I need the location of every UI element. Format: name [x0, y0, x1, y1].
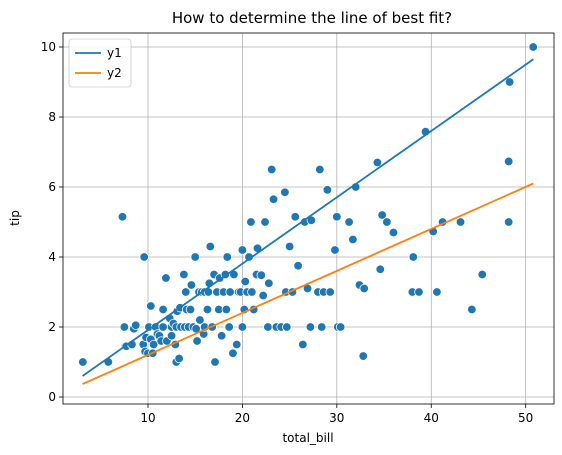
data-point	[225, 287, 235, 297]
data-point	[260, 217, 270, 227]
data-point	[358, 351, 368, 361]
data-point	[195, 315, 205, 325]
legend-box	[68, 38, 132, 88]
y-tick-label: 10	[41, 40, 56, 54]
data-point	[240, 276, 250, 287]
data-point	[325, 287, 335, 297]
y-axis-ticks: 0 2 4 6 8 10	[41, 40, 63, 404]
data-point	[455, 217, 466, 227]
data-point	[305, 322, 316, 332]
x-tick-label: 40	[424, 411, 439, 425]
data-point	[344, 217, 354, 227]
data-point	[232, 339, 242, 350]
data-point	[161, 273, 171, 283]
data-point	[359, 283, 369, 294]
data-point	[174, 353, 184, 364]
fit-line-y1	[82, 58, 534, 377]
x-tick-label: 20	[235, 411, 250, 425]
data-point	[205, 241, 215, 252]
data-point	[282, 322, 292, 332]
data-point	[192, 336, 202, 346]
data-point	[258, 290, 268, 301]
data-point	[528, 42, 538, 52]
data-point	[158, 304, 168, 315]
legend-label-y1: y1	[107, 46, 122, 60]
data-point	[268, 194, 279, 204]
data-point	[202, 304, 213, 315]
data-point	[247, 287, 257, 297]
data-point	[256, 270, 266, 280]
y-tick-label: 6	[48, 180, 56, 194]
data-point	[504, 217, 514, 227]
data-point	[222, 252, 232, 262]
data-point	[210, 357, 220, 367]
data-point	[185, 304, 196, 315]
data-point	[432, 287, 442, 297]
y-tick-label: 0	[48, 390, 56, 404]
data-point	[372, 157, 383, 168]
data-point	[335, 322, 346, 332]
data-point	[228, 348, 238, 358]
data-point	[408, 252, 418, 262]
data-point	[119, 322, 130, 332]
chart-title: How to determine the line of best fit?	[172, 9, 452, 27]
data-point	[504, 77, 515, 87]
data-point	[375, 264, 385, 274]
data-point	[179, 269, 189, 280]
data-point	[377, 210, 387, 220]
data-point	[330, 245, 340, 255]
data-point	[216, 331, 227, 341]
data-point	[267, 164, 277, 175]
y-axis-label: tip	[8, 210, 22, 226]
data-point	[290, 212, 300, 222]
data-point	[146, 301, 156, 311]
fit-lines	[82, 58, 534, 385]
data-point	[186, 280, 197, 290]
data-point	[246, 217, 256, 227]
data-point	[315, 164, 325, 175]
data-point	[131, 320, 141, 330]
data-point	[181, 287, 191, 297]
y-tick-label: 4	[48, 250, 56, 264]
x-axis-ticks: 10 20 30 40 50	[140, 404, 533, 425]
data-point	[298, 339, 308, 350]
data-point	[166, 331, 177, 341]
data-point	[148, 339, 159, 350]
data-point	[190, 252, 200, 262]
data-point	[117, 212, 128, 222]
y-tick-label: 8	[48, 110, 56, 124]
y-tick-label: 2	[48, 320, 56, 334]
data-point	[264, 278, 274, 288]
data-point	[237, 245, 248, 255]
legend-label-y2: y2	[107, 66, 122, 80]
data-point	[467, 304, 477, 315]
data-point	[263, 322, 273, 332]
data-point	[221, 304, 232, 315]
data-point	[348, 234, 358, 245]
data-point	[224, 322, 234, 332]
plot-frame	[62, 32, 555, 405]
data-point	[280, 187, 290, 197]
data-point	[322, 185, 333, 195]
data-point	[382, 217, 392, 227]
data-point	[158, 322, 168, 332]
data-point	[293, 261, 303, 271]
data-point	[477, 269, 487, 280]
fit-line-y2	[82, 182, 534, 385]
x-axis-label: total_bill	[282, 431, 333, 445]
x-tick-label: 30	[329, 411, 344, 425]
data-point	[78, 357, 88, 367]
data-point	[388, 227, 399, 238]
x-tick-label: 10	[140, 411, 155, 425]
data-point	[504, 156, 514, 167]
data-point	[284, 241, 295, 252]
data-point	[139, 252, 149, 262]
data-point	[237, 322, 248, 332]
data-point	[414, 287, 424, 297]
data-point	[317, 322, 327, 332]
data-point	[332, 212, 342, 222]
x-tick-label: 50	[518, 411, 533, 425]
